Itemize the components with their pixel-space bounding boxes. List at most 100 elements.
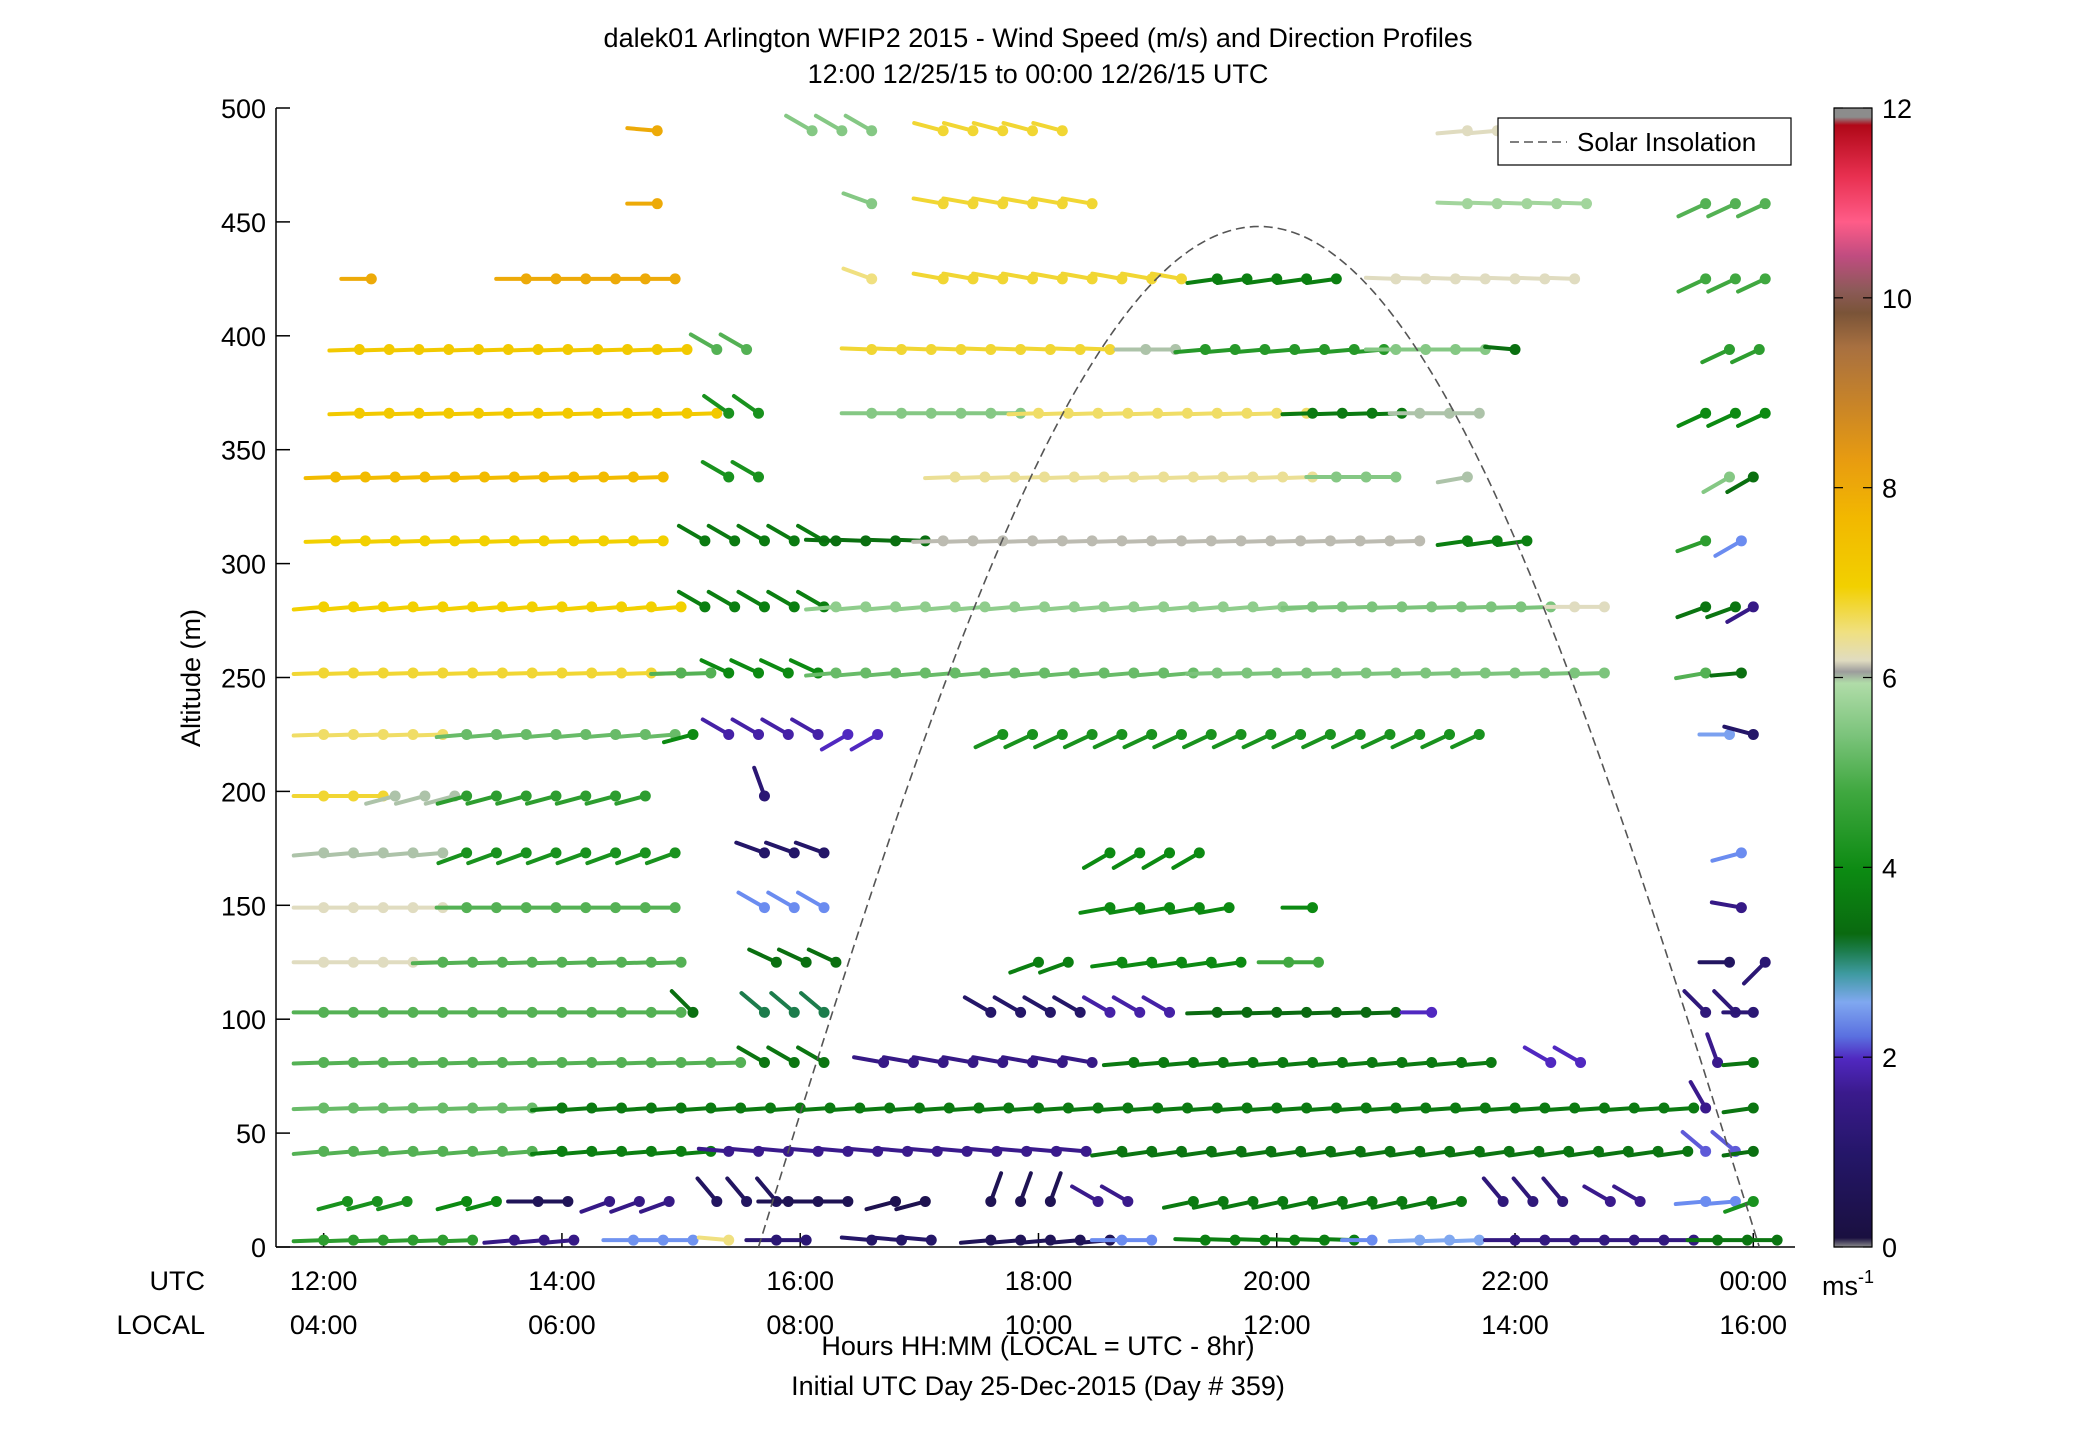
- wind-point: [1735, 902, 1747, 914]
- wind-point: [1104, 1006, 1116, 1018]
- wind-point: [663, 1195, 675, 1207]
- wind-point: [1330, 273, 1342, 285]
- y-tick-label: 450: [221, 208, 266, 238]
- wind-point: [985, 1195, 997, 1207]
- wind-point: [1390, 471, 1402, 483]
- wind-point: [580, 790, 592, 802]
- wind-point: [1688, 1102, 1700, 1114]
- y-tick-label: 200: [221, 777, 266, 807]
- wind-point: [1134, 1006, 1146, 1018]
- wind-point: [365, 273, 377, 285]
- wind-point: [729, 535, 741, 547]
- wind-point: [1324, 728, 1336, 740]
- colorbar-tick-label: 8: [1882, 474, 1897, 504]
- wind-point: [699, 535, 711, 547]
- wind-point: [550, 847, 562, 859]
- colorbar-ticks: 0 2 4 6 8 10 12: [1834, 94, 1912, 1263]
- colorbar-tick-label: 2: [1882, 1043, 1897, 1073]
- wind-point: [1217, 1195, 1229, 1207]
- wind-point: [639, 847, 651, 859]
- wind-point: [687, 1006, 699, 1018]
- wind-point: [1545, 1056, 1557, 1068]
- wind-point: [1414, 535, 1426, 547]
- wind-point: [1700, 1102, 1712, 1114]
- local-row-label: LOCAL: [116, 1310, 205, 1340]
- y-tick-label: 50: [236, 1119, 266, 1149]
- wind-point: [1265, 728, 1277, 740]
- wind-point: [1759, 198, 1771, 210]
- wind-point: [1086, 198, 1098, 210]
- wind-point: [669, 902, 681, 914]
- wind-point: [788, 847, 800, 859]
- wind-point: [687, 1234, 699, 1246]
- wind-point: [651, 125, 663, 137]
- wind-point: [1473, 728, 1485, 740]
- x-tick-label-local: 14:00: [1481, 1310, 1549, 1340]
- wind-point: [806, 125, 818, 137]
- wind-point: [1074, 1006, 1086, 1018]
- wind-point: [800, 1234, 812, 1246]
- chart-title-line1: dalek01 Arlington WFIP2 2015 - Wind Spee…: [604, 23, 1473, 53]
- wind-marks: [291, 113, 1783, 1246]
- wind-point: [758, 601, 770, 613]
- wind-point: [1116, 728, 1128, 740]
- wind-point: [669, 273, 681, 285]
- wind-point: [1473, 1234, 1485, 1246]
- wind-point: [1044, 1195, 1056, 1207]
- wind-point: [782, 667, 794, 679]
- wind-point: [872, 728, 884, 740]
- wind-point: [711, 407, 723, 419]
- wind-point: [788, 601, 800, 613]
- wind-point: [1015, 1195, 1027, 1207]
- wind-point: [1700, 535, 1712, 547]
- wind-point: [520, 847, 532, 859]
- wind-point: [1759, 273, 1771, 285]
- wind-point: [1175, 273, 1187, 285]
- wind-point: [1426, 1006, 1438, 1018]
- wind-point: [490, 847, 502, 859]
- x-tick-label-utc: 12:00: [290, 1266, 358, 1296]
- wind-point: [711, 343, 723, 355]
- wind-point: [1235, 956, 1247, 968]
- legend: Solar Insolation: [1497, 117, 1792, 166]
- wind-point: [1723, 956, 1735, 968]
- wind-point: [1390, 1006, 1402, 1018]
- wind-point: [1557, 1195, 1569, 1207]
- wind-point: [723, 728, 735, 740]
- wind-point: [1086, 1056, 1098, 1068]
- wind-point: [1759, 407, 1771, 419]
- wind-point: [788, 1056, 800, 1068]
- wind-point: [419, 790, 431, 802]
- x-tick-label-utc: 00:00: [1720, 1266, 1788, 1296]
- wind-point: [389, 790, 401, 802]
- wind-point: [1598, 667, 1610, 679]
- y-tick-label: 350: [221, 436, 266, 466]
- colorbar-unit: ms-1: [1822, 1267, 1874, 1301]
- wind-point: [1729, 1195, 1741, 1207]
- wind-point: [1747, 1195, 1759, 1207]
- utc-row-label: UTC: [150, 1266, 206, 1296]
- wind-point: [1193, 847, 1205, 859]
- wind-point: [925, 1234, 937, 1246]
- wind-point: [866, 198, 878, 210]
- wind-point: [723, 667, 735, 679]
- wind-point: [675, 956, 687, 968]
- wind-point: [1247, 1195, 1259, 1207]
- x-tick-label-local: 04:00: [290, 1310, 358, 1340]
- wind-point: [866, 273, 878, 285]
- wind-point: [1235, 728, 1247, 740]
- wind-point: [580, 847, 592, 859]
- wind-point: [1312, 956, 1324, 968]
- x-axis-label-line1: Hours HH:MM (LOCAL = UTC - 8hr): [821, 1331, 1254, 1361]
- wind-point: [401, 1195, 413, 1207]
- wind-point: [633, 1195, 645, 1207]
- wind-point: [1295, 728, 1307, 740]
- wind-point: [1527, 1195, 1539, 1207]
- wind-point: [604, 1195, 616, 1207]
- wind-point: [1575, 1056, 1587, 1068]
- wind-point: [1104, 343, 1116, 355]
- wind-point: [753, 471, 765, 483]
- wind-point: [461, 790, 473, 802]
